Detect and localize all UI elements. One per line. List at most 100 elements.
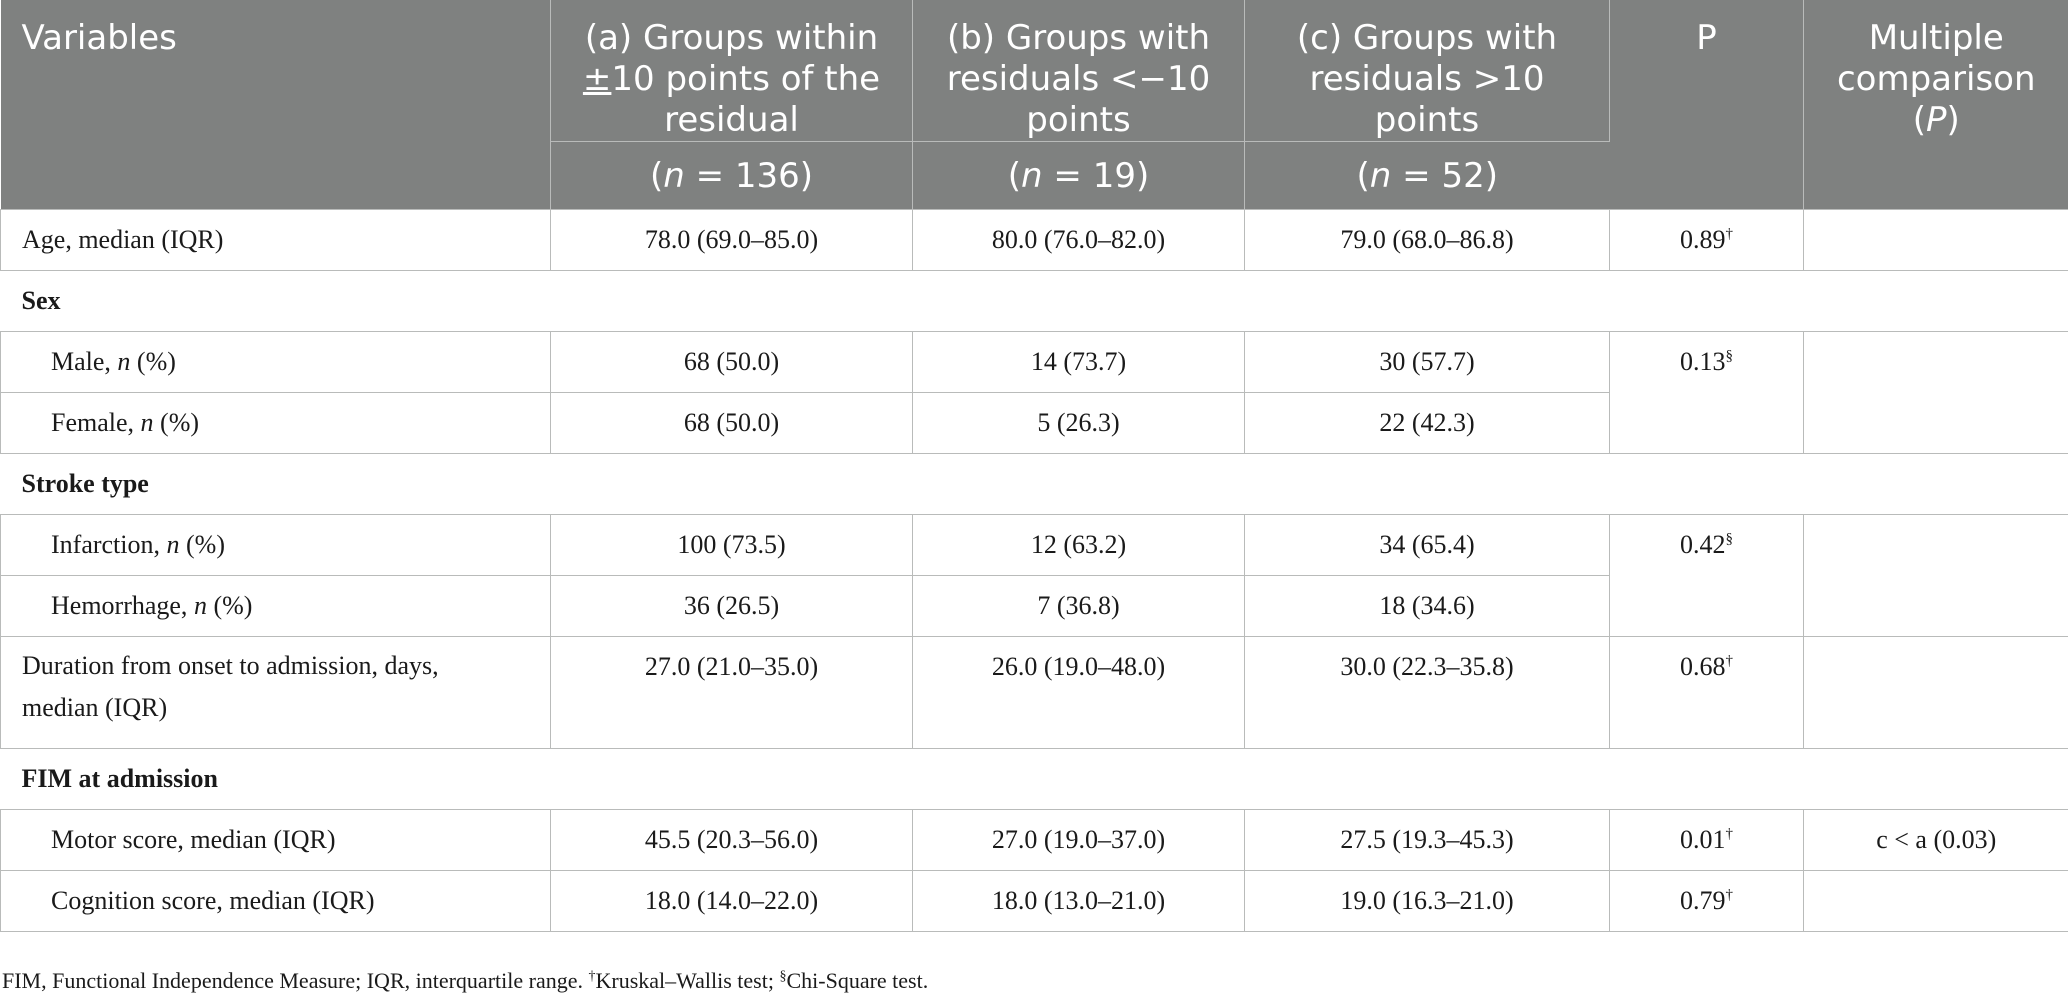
section-row-sex: Sex [0,270,2068,332]
cell-group-c: 27.5 (19.3–45.3) [1244,809,1610,871]
row-label: Male, n (%) [0,331,551,393]
header-group-b-line1: (b) Groups with [946,18,1211,58]
label-line2: median (IQR) [22,693,168,722]
header-mc-line1: Multiple [1868,18,2004,58]
header-group-b-line3: points [1026,100,1131,140]
label-n: n [166,530,180,559]
p-mark: § [1725,348,1734,364]
cell-p: 0.42§ [1609,514,1804,637]
cell-group-c: 34 (65.4) [1244,514,1610,576]
p-value: 0.01 [1680,825,1726,854]
header-n-c: (n = 52) [1244,141,1610,210]
section-row-stroke-type: Stroke type [0,453,2068,515]
cell-group-a: 68 (50.0) [550,331,913,393]
cell-group-b: 7 (36.8) [912,575,1245,637]
label-text: Male, [51,347,118,376]
row-label: Female, n (%) [0,392,551,454]
cell-p: 0.89† [1609,209,1804,271]
cell-group-c: 30.0 (22.3–35.8) [1244,636,1610,749]
label-n: n [140,408,154,437]
n-symbol: n [663,156,685,196]
table-row-duration: Duration from onset to admission, days, m… [0,636,2068,749]
footnote-text: FIM, Functional Independence Measure; IQ… [2,968,589,993]
cell-group-a: 45.5 (20.3–56.0) [550,809,913,871]
cell-group-c: 79.0 (68.0–86.8) [1244,209,1610,271]
footnote-test2: Chi-Square test. [786,968,929,993]
table-row-infarction: Infarction, n (%) 100 (73.5) 12 (63.2) 3… [0,514,2068,637]
label-unit: (%) [153,408,200,437]
cell-mc [1803,331,2068,454]
header-group-a-pm: ± [582,59,612,99]
cell-group-c: 18 (34.6) [1244,575,1610,637]
p-mark: † [1725,653,1734,669]
p-mark: † [1725,887,1734,903]
cell-mc [1803,870,2068,932]
label-text: Hemorrhage, [51,591,194,620]
table-row-female: Female, n (%) 68 (50.0) 5 (26.3) 22 (42.… [0,392,2068,454]
row-label: Infarction, n (%) [0,514,551,576]
section-row-fim: FIM at admission [0,748,2068,810]
cell-group-b: 12 (63.2) [912,514,1245,576]
header-group-a-line2: 10 points of the [611,59,881,99]
data-table: Variables (a) Groups within ±10 points o… [0,0,2068,932]
n-a-value: 136 [734,156,800,196]
header-multiple-comparison: Multiple comparison (P) [1803,0,2068,210]
cell-group-c: 19.0 (16.3–21.0) [1244,870,1610,932]
header-n-b: (n = 19) [912,141,1245,210]
cell-p: 0.01† [1609,809,1804,871]
table-row-hemorrhage: Hemorrhage, n (%) 36 (26.5) 7 (36.8) 18 … [0,575,2068,637]
header-p-text: P [1696,18,1717,58]
header-variables: Variables [0,0,551,210]
cell-group-b: 26.0 (19.0–48.0) [912,636,1245,749]
table-footnote: FIM, Functional Independence Measure; IQ… [2,968,928,994]
footnote-mark-section: § [779,969,787,984]
row-label: Hemorrhage, n (%) [0,575,551,637]
label-n: n [117,347,131,376]
p-mark: † [1725,826,1734,842]
p-value: 0.79 [1680,886,1726,915]
header-group-c: (c) Groups with residuals >10 points [1244,0,1610,142]
p-mark: † [1725,226,1734,242]
header-p: P [1609,0,1804,210]
header-group-c-line1: (c) Groups with [1296,18,1558,58]
label-line1: Duration from onset to admission, days, [22,651,439,680]
table-row-motor: Motor score, median (IQR) 45.5 (20.3–56.… [0,809,2068,871]
footnote-mark-dagger: † [588,969,596,984]
cell-group-a: 27.0 (21.0–35.0) [550,636,913,749]
cell-group-a: 78.0 (69.0–85.0) [550,209,913,271]
header-group-a-line1: (a) Groups within [584,18,879,58]
section-label: Sex [0,270,2068,332]
footnote-test1: Kruskal–Wallis test; [595,968,780,993]
cell-group-a: 100 (73.5) [550,514,913,576]
cell-p: 0.68† [1609,636,1804,749]
table-row-cognition: Cognition score, median (IQR) 18.0 (14.0… [0,870,2068,932]
header-mc-p: P [1925,100,1947,140]
cell-mc [1803,514,2068,637]
cell-group-b: 27.0 (19.0–37.0) [912,809,1245,871]
cell-group-b: 14 (73.7) [912,331,1245,393]
label-unit: (%) [130,347,176,376]
label-text: Infarction, [51,530,167,559]
p-value: 0.68 [1680,652,1726,681]
row-label: Duration from onset to admission, days, m… [0,636,551,749]
table-container: Variables (a) Groups within ±10 points o… [0,0,2068,932]
cell-p: 0.79† [1609,870,1804,932]
cell-group-a: 18.0 (14.0–22.0) [550,870,913,932]
n-symbol: n [1021,156,1043,196]
table-row-male: Male, n (%) 68 (50.0) 14 (73.7) 30 (57.7… [0,331,2068,454]
header-group-c-line3: points [1374,100,1480,140]
cell-group-a: 36 (26.5) [550,575,913,637]
header-group-b-line2: residuals <−10 [946,59,1211,99]
p-value: 0.42 [1680,530,1726,559]
label-n: n [193,591,207,620]
cell-p: 0.13§ [1609,331,1804,454]
table-row-age: Age, median (IQR) 78.0 (69.0–85.0) 80.0 … [0,209,2068,271]
cell-mc: c < a (0.03) [1803,809,2068,871]
header-n-a: (n = 136) [550,141,913,210]
header-mc-line2: comparison [1836,59,2036,99]
header-group-c-line2: residuals >10 [1309,59,1545,99]
section-label: Stroke type [0,453,2068,515]
p-mark: § [1725,531,1734,547]
cell-group-b: 5 (26.3) [912,392,1245,454]
p-value: 0.89 [1680,225,1726,254]
